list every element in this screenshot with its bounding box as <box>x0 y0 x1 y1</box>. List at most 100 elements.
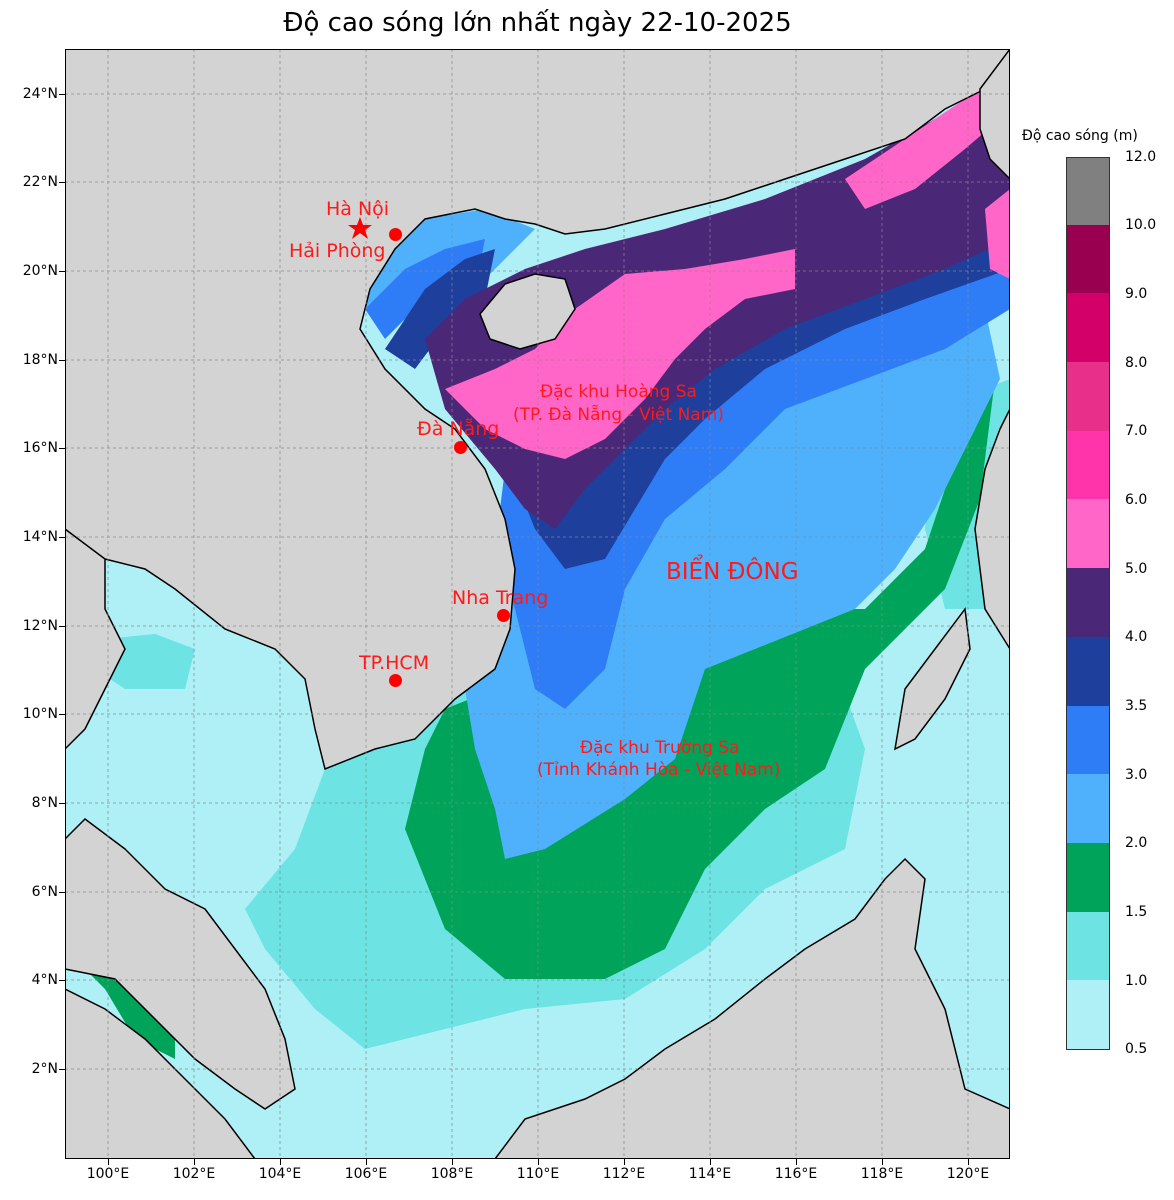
lat-tick-16: 16°N <box>22 440 58 456</box>
colorbar-segment-11 <box>1067 224 1109 294</box>
colorbar-segment-1 <box>1067 911 1109 981</box>
land-palawan <box>894 607 971 751</box>
lon-tick-108: 108°E <box>430 1166 474 1182</box>
colorbar-title: Độ cao sóng (m) <box>1022 128 1138 144</box>
lon-tick-114: 114°E <box>688 1166 732 1182</box>
colorbar-label: 7.0 <box>1125 423 1148 439</box>
lat-tickmark <box>59 803 65 804</box>
colorbar-label: 8.0 <box>1125 355 1148 371</box>
wave-zone-3-3.5 <box>495 219 1010 709</box>
colorbar-segment-12 <box>1067 158 1109 225</box>
lat-tickmark <box>59 271 65 272</box>
wave-zone-5-6-taiwan <box>845 79 1000 209</box>
label-haiphong: Hải Phòng <box>289 240 386 262</box>
label-nhatrang: Nha Trang <box>452 587 549 609</box>
lon-tickmark <box>968 1159 969 1165</box>
lon-tick-118: 118°E <box>860 1166 904 1182</box>
colorbar-label: 10.0 <box>1125 217 1157 233</box>
colorbar-segment-10 <box>1067 293 1109 362</box>
lon-tickmark <box>710 1159 711 1165</box>
wave-zone-5-6 <box>445 249 795 459</box>
colorbar-segment-2 <box>1067 842 1109 912</box>
lon-tick-120: 120°E <box>946 1166 990 1182</box>
colorbar-label: 9.0 <box>1125 286 1148 302</box>
lon-tickmark <box>452 1159 453 1165</box>
colorbar-label: 3.5 <box>1125 698 1148 714</box>
colorbar-label: 1.5 <box>1125 904 1148 920</box>
lon-tickmark <box>538 1159 539 1165</box>
lat-tick-12: 12°N <box>22 618 58 634</box>
label-tphcm: TP.HCM <box>359 652 430 674</box>
lat-tickmark <box>59 448 65 449</box>
lat-tickmark <box>59 360 65 361</box>
hanoi-star-icon <box>348 217 372 239</box>
wave-height-map <box>65 49 1010 1159</box>
lat-tickmark <box>59 182 65 183</box>
label-truongsa: Đặc khu Trường Sa <box>580 738 740 758</box>
colorbar-label: 0.5 <box>1125 1041 1148 1057</box>
haiphong-marker <box>389 228 402 241</box>
lat-tickmark <box>59 626 65 627</box>
lon-tickmark <box>108 1159 109 1165</box>
colorbar-segment-9 <box>1067 362 1109 431</box>
lon-tick-102: 102°E <box>172 1166 216 1182</box>
label-truongsa-sub: (Tỉnh Khánh Hòa - Việt Nam) <box>537 760 781 780</box>
land-philippines <box>974 408 1010 651</box>
lon-tickmark <box>796 1159 797 1165</box>
nhatrang-marker <box>497 609 510 622</box>
colorbar <box>1066 157 1110 1050</box>
lat-tick-2: 2°N <box>31 1061 58 1077</box>
lon-tickmark <box>280 1159 281 1165</box>
lon-tickmark <box>194 1159 195 1165</box>
lon-tick-104: 104°E <box>258 1166 302 1182</box>
lat-tick-4: 4°N <box>31 972 58 988</box>
colorbar-segment-0 <box>1067 980 1109 1049</box>
lat-tickmark <box>59 537 65 538</box>
danang-marker <box>454 441 467 454</box>
colorbar-segment-5 <box>1067 636 1109 706</box>
colorbar-segment-6 <box>1067 568 1109 637</box>
colorbar-label: 5.0 <box>1125 561 1148 577</box>
colorbar-label: 1.0 <box>1125 973 1148 989</box>
lat-tickmark <box>59 892 65 893</box>
land-mainland <box>65 49 1010 771</box>
tphcm-marker <box>389 674 402 687</box>
lat-tick-6: 6°N <box>31 884 58 900</box>
lat-tick-22: 22°N <box>22 174 58 190</box>
lon-tick-110: 110°E <box>516 1166 560 1182</box>
label-danang: Đà Nẵng <box>417 418 500 440</box>
lat-tick-14: 14°N <box>22 529 58 545</box>
colorbar-segment-4 <box>1067 705 1109 775</box>
map-canvas <box>65 49 1010 1159</box>
label-hoangsa: Đặc khu Hoàng Sa <box>540 382 697 402</box>
colorbar-label: 12.0 <box>1125 149 1157 165</box>
land-hainan <box>479 273 576 350</box>
lon-tickmark <box>366 1159 367 1165</box>
lat-tickmark <box>59 980 65 981</box>
colorbar-label: 2.0 <box>1125 835 1148 851</box>
label-bien-dong: BIỂN ĐÔNG <box>666 559 799 585</box>
label-hoangsa-sub: (TP. Đà Nẵng - Việt Nam) <box>513 405 724 425</box>
colorbar-segment-7 <box>1067 499 1109 569</box>
land-malay-peninsula <box>65 818 296 1110</box>
lon-tick-106: 106°E <box>344 1166 388 1182</box>
land-sumatra <box>65 988 256 1159</box>
colorbar-segment-8 <box>1067 430 1109 500</box>
lon-tick-116: 116°E <box>774 1166 818 1182</box>
map-title: Độ cao sóng lớn nhất ngày 22-10-2025 <box>283 8 792 38</box>
label-hanoi: Hà Nội <box>326 198 390 220</box>
lat-tickmark <box>59 714 65 715</box>
lat-tick-20: 20°N <box>22 263 58 279</box>
colorbar-segment-3 <box>1067 774 1109 843</box>
lat-tickmark <box>59 94 65 95</box>
lon-tick-100: 100°E <box>86 1166 130 1182</box>
lat-tick-10: 10°N <box>22 706 58 722</box>
land-taiwan <box>979 49 1010 181</box>
colorbar-label: 6.0 <box>1125 492 1148 508</box>
lat-tick-8: 8°N <box>31 795 58 811</box>
wave-zone-3.5-4-gulf <box>385 249 495 369</box>
colorbar-label: 3.0 <box>1125 767 1148 783</box>
lat-tick-24: 24°N <box>22 86 58 102</box>
colorbar-label: 4.0 <box>1125 629 1148 645</box>
wave-zone-5-6-east <box>985 189 1010 279</box>
